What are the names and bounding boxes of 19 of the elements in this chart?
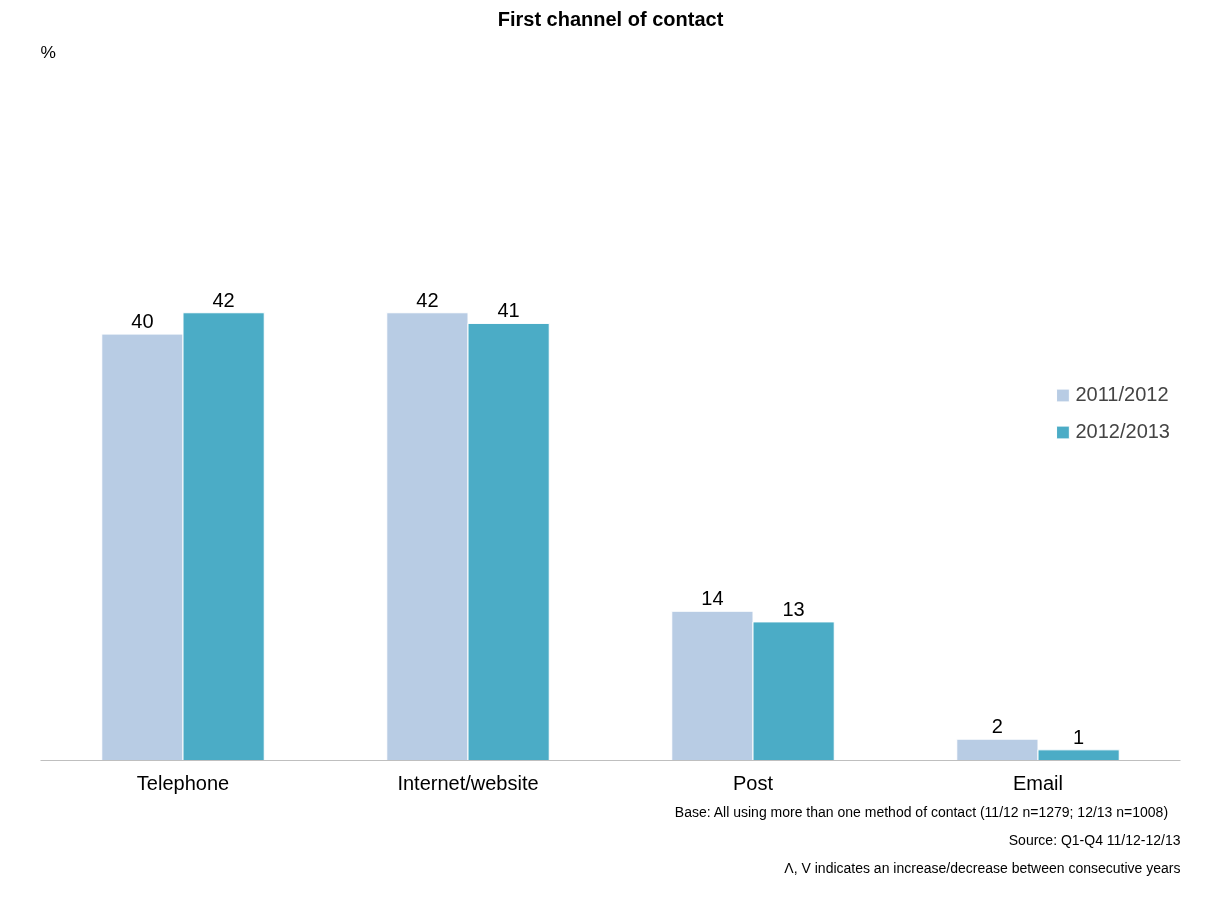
text: Base: All using more than one method of contact (11/12 n=1279; 12/13 n=1008)	[674, 803, 1169, 820]
data-label: 40	[131, 310, 154, 333]
x-tick-label: Email	[1013, 771, 1064, 794]
text: %	[40, 41, 56, 62]
data-label: 41	[497, 299, 520, 322]
chart-title: First channel of contact	[497, 7, 724, 30]
source-note: Source: Q1-Q4 11/12-12/13	[1008, 831, 1181, 848]
data-label: 42	[212, 288, 235, 311]
legend-label: 2012/2013	[1075, 420, 1170, 443]
data-label: 2	[991, 715, 1003, 738]
data-label: 1	[1073, 725, 1085, 748]
x-tick-label: Internet/website	[397, 771, 539, 794]
data-label: 13	[782, 597, 805, 620]
x-tick-label: Post	[732, 771, 774, 794]
text: Λ, V indicates an increase/decrease between consecutive years	[784, 859, 1181, 876]
data-label: 42	[416, 288, 439, 311]
data-label: 14	[701, 587, 724, 610]
legend-label: 2011/2012	[1075, 383, 1169, 406]
x-tick-label: Telephone	[136, 771, 230, 794]
